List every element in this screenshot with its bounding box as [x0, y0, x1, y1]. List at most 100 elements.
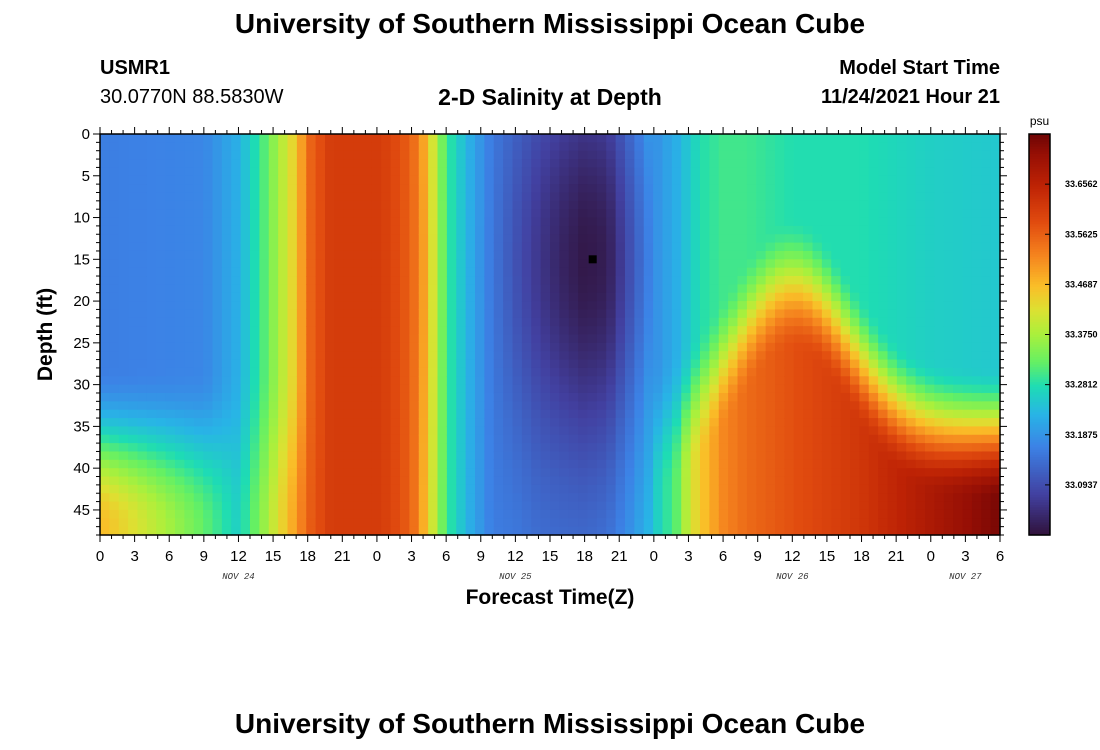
heatmap-cell	[212, 384, 223, 394]
heatmap-cell	[662, 476, 673, 486]
heatmap-cell	[390, 301, 401, 311]
heatmap-cell	[578, 493, 589, 503]
heatmap-cell	[550, 526, 560, 536]
heatmap-cell	[465, 142, 476, 152]
heatmap-cell	[868, 217, 879, 227]
heatmap-cell	[503, 509, 514, 519]
heatmap-cell	[756, 342, 767, 352]
heatmap-cell	[943, 526, 954, 536]
heatmap-cell	[925, 418, 935, 427]
heatmap-cell	[868, 267, 879, 277]
heatmap-cell	[428, 509, 439, 519]
heatmap-cell	[428, 392, 439, 402]
heatmap-cell	[643, 459, 654, 469]
heatmap-cell	[625, 493, 635, 503]
heatmap-cell	[306, 409, 317, 419]
heatmap-cell	[981, 209, 992, 219]
heatmap-cell	[418, 518, 429, 528]
heatmap-cell	[531, 184, 542, 194]
heatmap-cell	[409, 276, 420, 285]
heatmap-cell	[231, 501, 242, 511]
heatmap-cell	[971, 267, 982, 277]
heatmap-cell	[278, 518, 289, 528]
heatmap-cell	[990, 334, 1001, 344]
heatmap-cell	[184, 518, 195, 528]
heatmap-cell	[250, 493, 260, 503]
heatmap-cell	[259, 217, 270, 227]
heatmap-cell	[953, 443, 964, 453]
heatmap-cell	[915, 476, 926, 486]
heatmap-cell	[990, 317, 1001, 327]
heatmap-cell	[109, 175, 120, 185]
heatmap-cell	[306, 501, 317, 511]
heatmap-cell	[250, 392, 260, 402]
heatmap-cell	[306, 376, 317, 386]
heatmap-cell	[221, 234, 232, 244]
heatmap-cell	[906, 267, 917, 277]
heatmap-cell	[709, 443, 720, 453]
heatmap-cell	[793, 484, 804, 494]
heatmap-cell	[446, 459, 457, 469]
heatmap-cell	[700, 426, 710, 436]
heatmap-cell	[353, 217, 364, 227]
heatmap-cell	[887, 426, 898, 436]
heatmap-cell	[690, 376, 701, 386]
heatmap-cell	[671, 359, 682, 369]
colorbar-segment	[1029, 311, 1050, 316]
heatmap-cell	[953, 234, 964, 244]
heatmap-cell	[175, 200, 185, 210]
heatmap-cell	[840, 159, 851, 169]
heatmap-cell	[306, 259, 317, 269]
heatmap-cell	[625, 301, 635, 311]
heatmap-cell	[709, 351, 720, 361]
heatmap-cell	[625, 459, 635, 469]
heatmap-cell	[775, 225, 785, 235]
heatmap-cell	[962, 334, 973, 344]
heatmap-cell	[615, 309, 626, 319]
heatmap-cell	[671, 459, 682, 469]
heatmap-cell	[765, 376, 776, 386]
heatmap-cell	[184, 401, 195, 411]
heatmap-cell	[681, 342, 692, 352]
heatmap-cell	[578, 367, 589, 377]
heatmap-cell	[840, 351, 851, 361]
heatmap-cell	[203, 150, 214, 160]
heatmap-cell	[418, 342, 429, 352]
heatmap-cell	[925, 426, 935, 436]
heatmap-cell	[128, 292, 139, 302]
heatmap-cell	[325, 225, 335, 235]
heatmap-cell	[953, 484, 964, 494]
heatmap-cell	[175, 292, 185, 302]
heatmap-cell	[512, 468, 523, 478]
heatmap-cell	[175, 242, 185, 252]
heatmap-cell	[756, 493, 767, 503]
heatmap-cell	[625, 217, 635, 227]
heatmap-cell	[718, 159, 729, 169]
heatmap-cell	[718, 476, 729, 486]
heatmap-cell	[493, 367, 504, 377]
heatmap-cell	[765, 167, 776, 177]
heatmap-cell	[568, 518, 579, 528]
heatmap-cell	[821, 376, 832, 386]
heatmap-cell	[625, 150, 635, 160]
heatmap-cell	[568, 267, 579, 277]
heatmap-cell	[240, 284, 251, 294]
heatmap-cell	[662, 259, 673, 269]
heatmap-cell	[231, 384, 242, 394]
heatmap-cell	[400, 225, 410, 235]
heatmap-cell	[400, 459, 410, 469]
heatmap-cell	[184, 334, 195, 344]
heatmap-cell	[700, 451, 710, 461]
heatmap-cell	[634, 309, 645, 319]
heatmap-cell	[934, 376, 945, 386]
heatmap-cell	[793, 276, 804, 285]
heatmap-cell	[371, 434, 382, 444]
heatmap-cell	[343, 292, 354, 302]
heatmap-cell	[100, 418, 110, 427]
heatmap-cell	[803, 217, 814, 227]
heatmap-cell	[606, 317, 617, 327]
heatmap-cell	[559, 292, 570, 302]
heatmap-cell	[793, 384, 804, 394]
heatmap-cell	[700, 301, 710, 311]
heatmap-cell	[156, 484, 167, 494]
